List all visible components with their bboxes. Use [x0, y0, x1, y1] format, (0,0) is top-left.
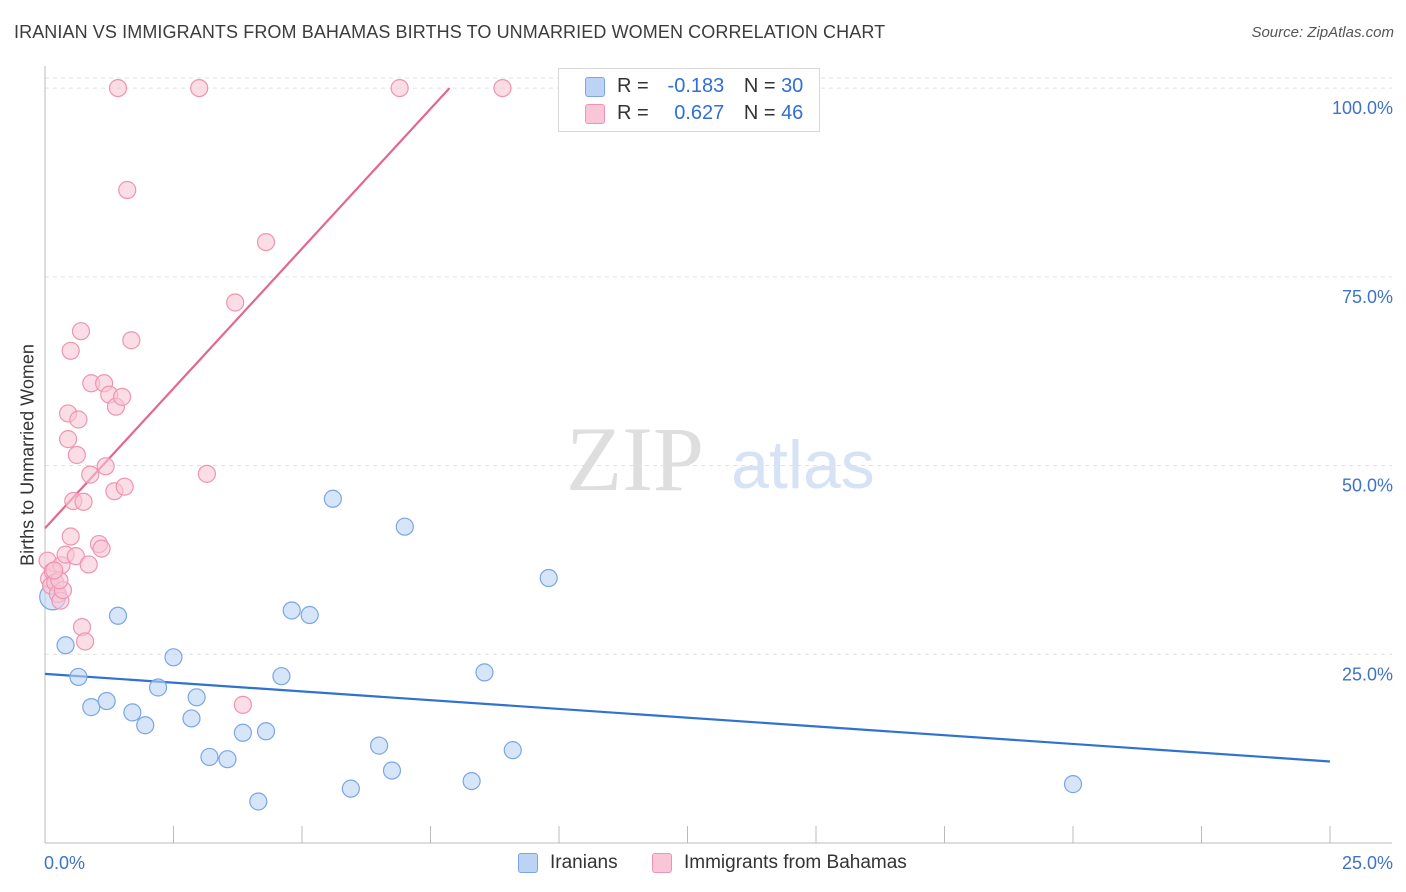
- legend-item-bahamas: Immigrants from Bahamas: [652, 852, 907, 874]
- point-iranians: [395, 517, 414, 536]
- point-iranians: [136, 716, 155, 735]
- n-label: N =: [743, 75, 776, 97]
- r-label: R =: [617, 102, 649, 124]
- r-value: -0.183: [667, 75, 725, 97]
- watermark-atlas: atlas: [731, 427, 875, 503]
- n-value: 46: [781, 102, 804, 124]
- point-bahamas: [61, 341, 80, 360]
- n-value: 30: [781, 75, 804, 97]
- point-bahamas: [122, 331, 141, 350]
- iranians-swatch: [585, 77, 605, 97]
- point-bahamas: [92, 539, 111, 558]
- point-iranians: [123, 703, 142, 722]
- point-bahamas: [118, 180, 137, 200]
- y-tick-label: 75.0%: [1342, 287, 1393, 307]
- point-iranians: [233, 723, 252, 742]
- point-bahamas: [390, 78, 409, 98]
- source-label: Source: ZipAtlas.com: [1251, 24, 1394, 41]
- point-iranians: [200, 747, 219, 767]
- point-iranians: [272, 667, 291, 686]
- point-iranians: [108, 606, 128, 625]
- point-iranians: [341, 779, 360, 798]
- legend-item-iranians: Iranians: [518, 852, 618, 874]
- point-bahamas: [75, 632, 95, 651]
- point-iranians: [323, 489, 342, 508]
- y-tick-label: 100.0%: [1332, 98, 1393, 118]
- point-bahamas: [79, 555, 98, 574]
- point-iranians: [475, 663, 494, 682]
- point-iranians: [300, 605, 319, 625]
- point-iranians: [256, 722, 276, 741]
- point-iranians: [249, 792, 268, 811]
- tick-labels: 25.0% 50.0% 75.0% 100.0% 0.0% 25.0%: [44, 98, 1393, 873]
- grid-lines: [45, 77, 1392, 655]
- chart-title: IRANIAN VS IMMIGRANTS FROM BAHAMAS BIRTH…: [14, 22, 886, 42]
- point-iranians: [382, 761, 402, 780]
- watermark-zip: ZIP: [566, 408, 704, 510]
- point-bahamas: [115, 477, 134, 496]
- point-bahamas: [81, 465, 100, 484]
- correlation-legend: R = -0.183 N = 30 R = 0.627 N = 46: [558, 68, 820, 132]
- y-tick-label: 25.0%: [1342, 664, 1393, 684]
- r-value: 0.627: [674, 102, 725, 124]
- bahamas-swatch: [585, 104, 605, 124]
- point-iranians: [56, 636, 75, 655]
- iranians-legend-swatch: [518, 853, 538, 873]
- point-bahamas: [197, 464, 217, 483]
- point-iranians: [218, 750, 237, 769]
- point-bahamas: [59, 430, 78, 449]
- point-bahamas: [45, 561, 64, 580]
- trend-line-bahamas: [44, 87, 451, 529]
- x-tick-label: 0.0%: [44, 853, 85, 873]
- point-bahamas: [226, 293, 245, 312]
- point-iranians: [164, 648, 183, 667]
- bahamas-legend-swatch: [652, 853, 672, 873]
- point-iranians: [503, 741, 522, 760]
- legend-label-iranians: Iranians: [550, 852, 618, 873]
- point-iranians: [370, 736, 389, 755]
- point-bahamas: [66, 547, 85, 566]
- point-bahamas: [108, 78, 128, 98]
- point-iranians: [539, 568, 558, 588]
- point-iranians: [97, 691, 116, 711]
- point-iranians: [462, 771, 481, 791]
- point-bahamas: [233, 695, 252, 714]
- axes: [44, 66, 1392, 844]
- point-bahamas: [256, 232, 276, 252]
- point-iranians: [282, 601, 301, 620]
- x-tick-label: 25.0%: [1342, 853, 1393, 873]
- y-tick-label: 50.0%: [1342, 476, 1393, 496]
- point-bahamas: [96, 457, 115, 476]
- point-bahamas: [69, 410, 88, 429]
- point-bahamas: [493, 78, 512, 98]
- point-iranians: [187, 688, 206, 707]
- point-bahamas: [71, 322, 91, 341]
- point-iranians: [182, 709, 201, 728]
- point-bahamas: [61, 527, 80, 546]
- point-bahamas: [74, 492, 93, 511]
- point-iranians: [69, 667, 88, 687]
- n-label: N =: [743, 102, 776, 124]
- point-bahamas: [112, 387, 132, 406]
- trend-lines: [44, 87, 1331, 763]
- point-iranians: [1063, 775, 1083, 794]
- data-points: [38, 78, 1083, 811]
- point-bahamas: [67, 445, 86, 465]
- legend-label-bahamas: Immigrants from Bahamas: [684, 852, 907, 873]
- point-bahamas: [190, 78, 209, 98]
- watermark: ZIP atlas: [566, 408, 875, 510]
- r-label: R =: [617, 75, 649, 97]
- point-iranians: [148, 678, 168, 697]
- series-legend: Iranians Immigrants from Bahamas: [0, 852, 1406, 878]
- point-iranians: [82, 698, 101, 717]
- trend-line-iranians: [44, 672, 1331, 763]
